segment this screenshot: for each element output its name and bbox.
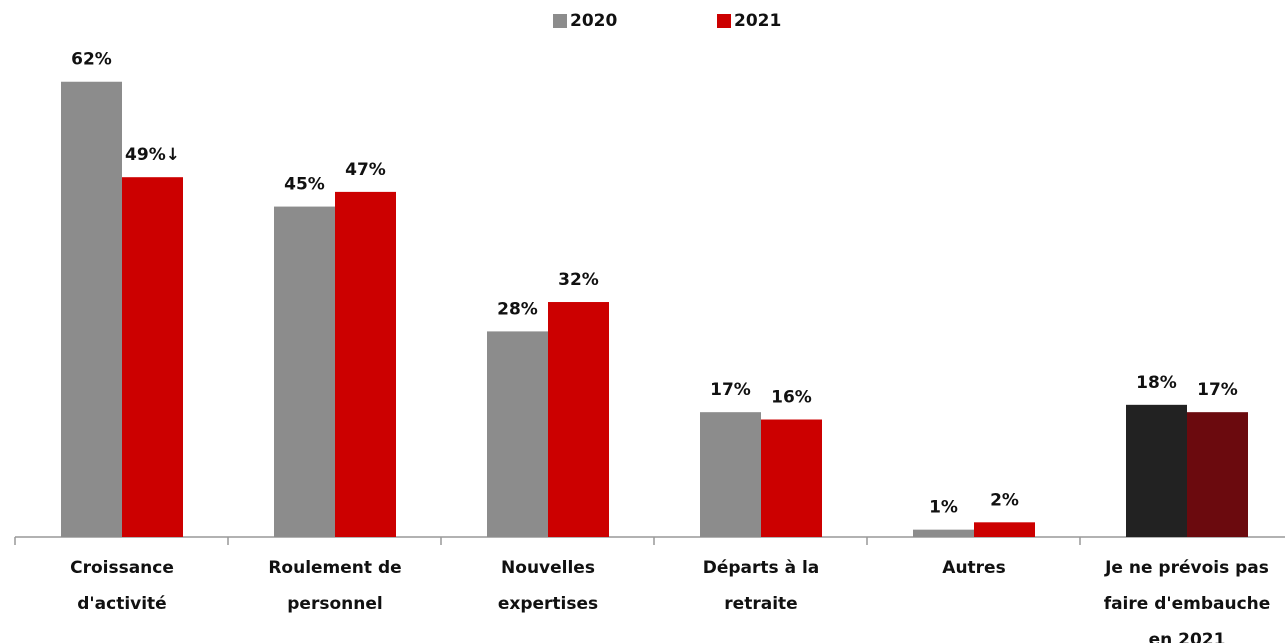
x-tick-label: d'activité xyxy=(77,594,166,614)
legend-label: 2021 xyxy=(734,11,781,31)
bar xyxy=(974,522,1035,537)
legend-label: 2020 xyxy=(570,11,617,31)
bar xyxy=(548,302,609,537)
value-label: 62% xyxy=(71,50,112,70)
value-label: 45% xyxy=(284,175,325,195)
value-label: 28% xyxy=(497,299,538,319)
value-label: 49%↓ xyxy=(125,145,180,165)
bar xyxy=(1187,412,1248,537)
x-tick-label: Autres xyxy=(942,558,1005,578)
value-label: 32% xyxy=(558,270,599,290)
legend-swatch xyxy=(553,14,567,28)
value-label: 2% xyxy=(990,490,1019,510)
value-label: 16% xyxy=(771,388,812,408)
bar xyxy=(761,419,822,537)
x-tick-label: Roulement de xyxy=(268,558,401,578)
x-tick-label: faire d'embauche xyxy=(1104,594,1271,614)
value-label: 1% xyxy=(929,498,958,518)
bar xyxy=(1126,404,1187,537)
x-tick-label: Départs à la xyxy=(703,558,820,578)
x-tick-label: Nouvelles xyxy=(501,558,595,578)
value-label: 18% xyxy=(1136,373,1177,393)
x-tick-label: retraite xyxy=(724,594,797,614)
value-label: 47% xyxy=(345,160,386,180)
bar xyxy=(913,529,974,537)
x-tick-label: Croissance xyxy=(70,558,174,578)
x-tick-label: personnel xyxy=(287,594,382,614)
bar xyxy=(487,331,548,537)
value-label: 17% xyxy=(710,380,751,400)
x-tick-label: Je ne prévois pas xyxy=(1104,558,1269,578)
x-tick-label: en 2021 xyxy=(1149,630,1226,643)
bar xyxy=(335,191,396,537)
legend-swatch xyxy=(717,14,731,28)
x-tick-label: expertises xyxy=(498,594,598,614)
bar xyxy=(700,412,761,537)
bar xyxy=(122,177,183,537)
value-label: 17% xyxy=(1197,380,1238,400)
bar xyxy=(274,206,335,538)
bar xyxy=(61,81,122,537)
